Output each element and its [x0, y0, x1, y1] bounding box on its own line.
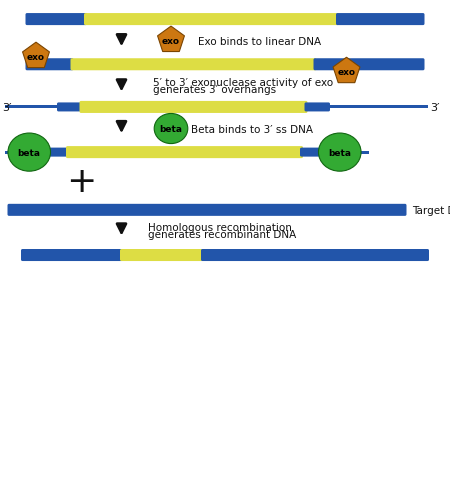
Text: Exo binds to linear DNA: Exo binds to linear DNA	[198, 37, 321, 47]
Polygon shape	[22, 43, 50, 69]
Bar	[4, 151, 45, 154]
FancyBboxPatch shape	[21, 249, 123, 262]
Bar	[4, 106, 59, 109]
FancyBboxPatch shape	[44, 148, 69, 157]
Text: beta: beta	[328, 148, 351, 157]
FancyBboxPatch shape	[80, 102, 307, 114]
Text: 5′ to 3′ exonuclease activity of exo: 5′ to 3′ exonuclease activity of exo	[153, 78, 333, 88]
FancyBboxPatch shape	[300, 148, 325, 157]
Ellipse shape	[8, 134, 50, 172]
Text: exo: exo	[27, 53, 45, 62]
Text: beta: beta	[159, 125, 183, 134]
Text: Homologous recombination: Homologous recombination	[148, 222, 292, 232]
Bar	[328, 106, 428, 109]
Text: Beta binds to 3′ ss DNA: Beta binds to 3′ ss DNA	[191, 124, 313, 134]
Text: 3′: 3′	[430, 103, 439, 113]
FancyBboxPatch shape	[57, 103, 82, 112]
Text: beta: beta	[18, 148, 41, 157]
Bar	[324, 151, 369, 154]
FancyBboxPatch shape	[201, 249, 429, 262]
Text: exo: exo	[338, 68, 356, 77]
FancyBboxPatch shape	[8, 204, 406, 216]
FancyBboxPatch shape	[26, 14, 87, 26]
FancyBboxPatch shape	[314, 59, 424, 71]
FancyBboxPatch shape	[120, 249, 204, 262]
Text: exo: exo	[162, 37, 180, 46]
Polygon shape	[333, 58, 360, 84]
Ellipse shape	[154, 114, 188, 144]
Text: generates 3′ overhangs: generates 3′ overhangs	[153, 85, 276, 95]
FancyBboxPatch shape	[336, 14, 424, 26]
Text: 3′: 3′	[2, 103, 11, 113]
FancyBboxPatch shape	[66, 147, 303, 159]
Ellipse shape	[319, 134, 361, 172]
FancyBboxPatch shape	[84, 14, 339, 26]
FancyBboxPatch shape	[305, 103, 330, 112]
Text: +: +	[66, 164, 96, 198]
Text: generates recombinant DNA: generates recombinant DNA	[148, 230, 297, 240]
FancyBboxPatch shape	[26, 59, 73, 71]
Text: Target DNA: Target DNA	[412, 205, 450, 215]
FancyBboxPatch shape	[71, 59, 316, 71]
Polygon shape	[158, 27, 184, 53]
